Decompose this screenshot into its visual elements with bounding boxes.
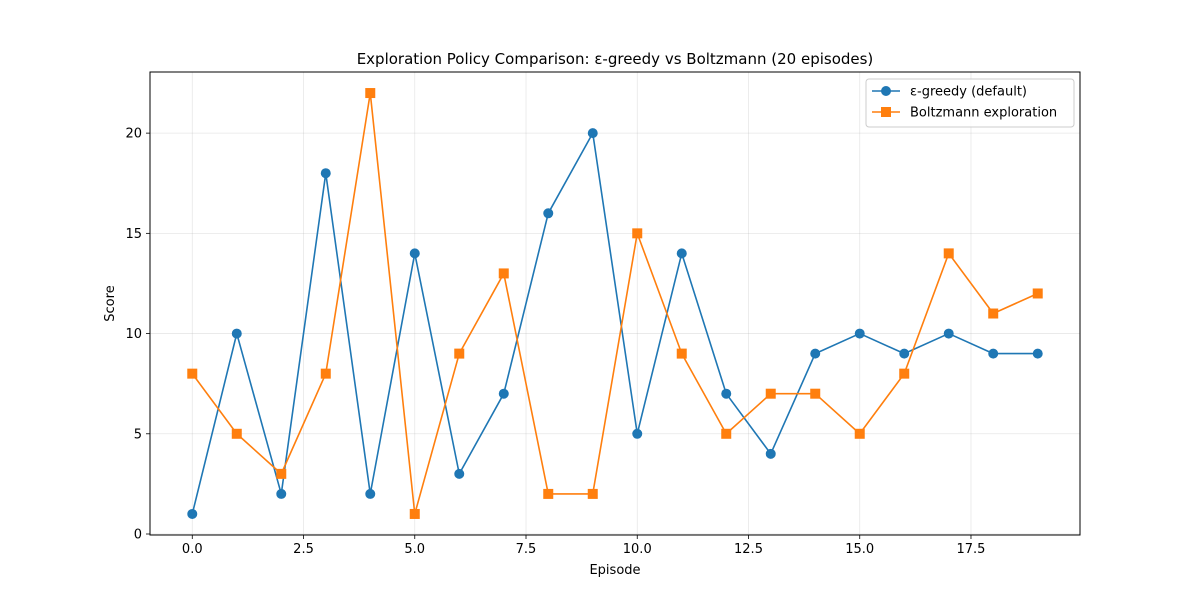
data-point: [988, 308, 999, 319]
series-layer: [187, 88, 1043, 519]
legend-box: [865, 78, 1075, 128]
y-axis-title: Score: [103, 285, 118, 321]
data-point: [721, 428, 732, 439]
x-tick-label: 0.0: [182, 542, 203, 557]
x-tick-label: 15.0: [845, 542, 874, 557]
legend-marker: [881, 107, 891, 117]
data-point: [676, 248, 687, 259]
data-point: [187, 508, 198, 519]
data-point: [1032, 288, 1043, 299]
data-point: [587, 128, 598, 139]
y-tick-label: 20: [125, 127, 142, 142]
data-point: [988, 348, 999, 359]
data-point: [765, 448, 776, 459]
data-point: [365, 488, 376, 499]
legend-label: Boltzmann exploration: [910, 106, 1057, 121]
x-axis-title: Episode: [589, 563, 640, 578]
data-point: [498, 268, 509, 279]
y-tick-label: 15: [125, 227, 142, 242]
y-tick-label: 0: [134, 527, 142, 542]
legend: ε-greedy (default) Boltzmann exploration: [865, 78, 1075, 128]
series-1: [187, 128, 1043, 519]
data-point: [810, 388, 821, 399]
data-point: [320, 368, 331, 379]
data-point: [365, 88, 376, 99]
data-point: [854, 428, 865, 439]
x-tick-label: 12.5: [734, 542, 763, 557]
data-point: [587, 488, 598, 499]
y-tick-label: 5: [134, 427, 142, 442]
x-tick-label: 2.5: [293, 542, 314, 557]
data-point: [1032, 348, 1043, 359]
data-point: [899, 368, 910, 379]
data-point: [454, 468, 465, 479]
data-point: [231, 428, 242, 439]
data-point: [187, 368, 198, 379]
data-point: [320, 168, 331, 179]
y-tick-label: 10: [125, 327, 142, 342]
data-point: [943, 328, 954, 339]
data-point: [498, 388, 509, 399]
data-point: [543, 208, 554, 219]
x-tick-label: 7.5: [516, 542, 537, 557]
data-point: [765, 388, 776, 399]
series-line: [191, 132, 1038, 515]
data-point: [854, 328, 865, 339]
data-point: [632, 428, 643, 439]
series-line: [191, 92, 1039, 515]
data-point: [231, 328, 242, 339]
x-tick-label: 10.0: [623, 542, 652, 557]
plot-frame: [149, 71, 1081, 536]
data-point: [899, 348, 910, 359]
data-point: [276, 488, 287, 499]
data-point: [409, 508, 420, 519]
data-point: [676, 348, 687, 359]
axis-ticks: 0.0 2.5 5.0 7.5 10.0 12.5 15.0 17.5 0 5 10 15 20: [125, 127, 985, 557]
data-point: [810, 348, 821, 359]
data-point: [409, 248, 420, 259]
legend-label: ε-greedy (default): [910, 85, 1027, 100]
legend-marker: [881, 86, 891, 96]
data-point: [943, 248, 954, 259]
data-point: [721, 388, 732, 399]
data-point: [276, 468, 287, 479]
data-point: [454, 348, 465, 359]
x-tick-label: 5.0: [404, 542, 425, 557]
data-point: [543, 488, 554, 499]
data-point: [632, 228, 643, 239]
chart-title: Exploration Policy Comparison: ε-greedy …: [357, 50, 874, 68]
x-tick-label: 17.5: [957, 542, 986, 557]
grid: [150, 72, 1080, 535]
series-2: [187, 88, 1043, 519]
